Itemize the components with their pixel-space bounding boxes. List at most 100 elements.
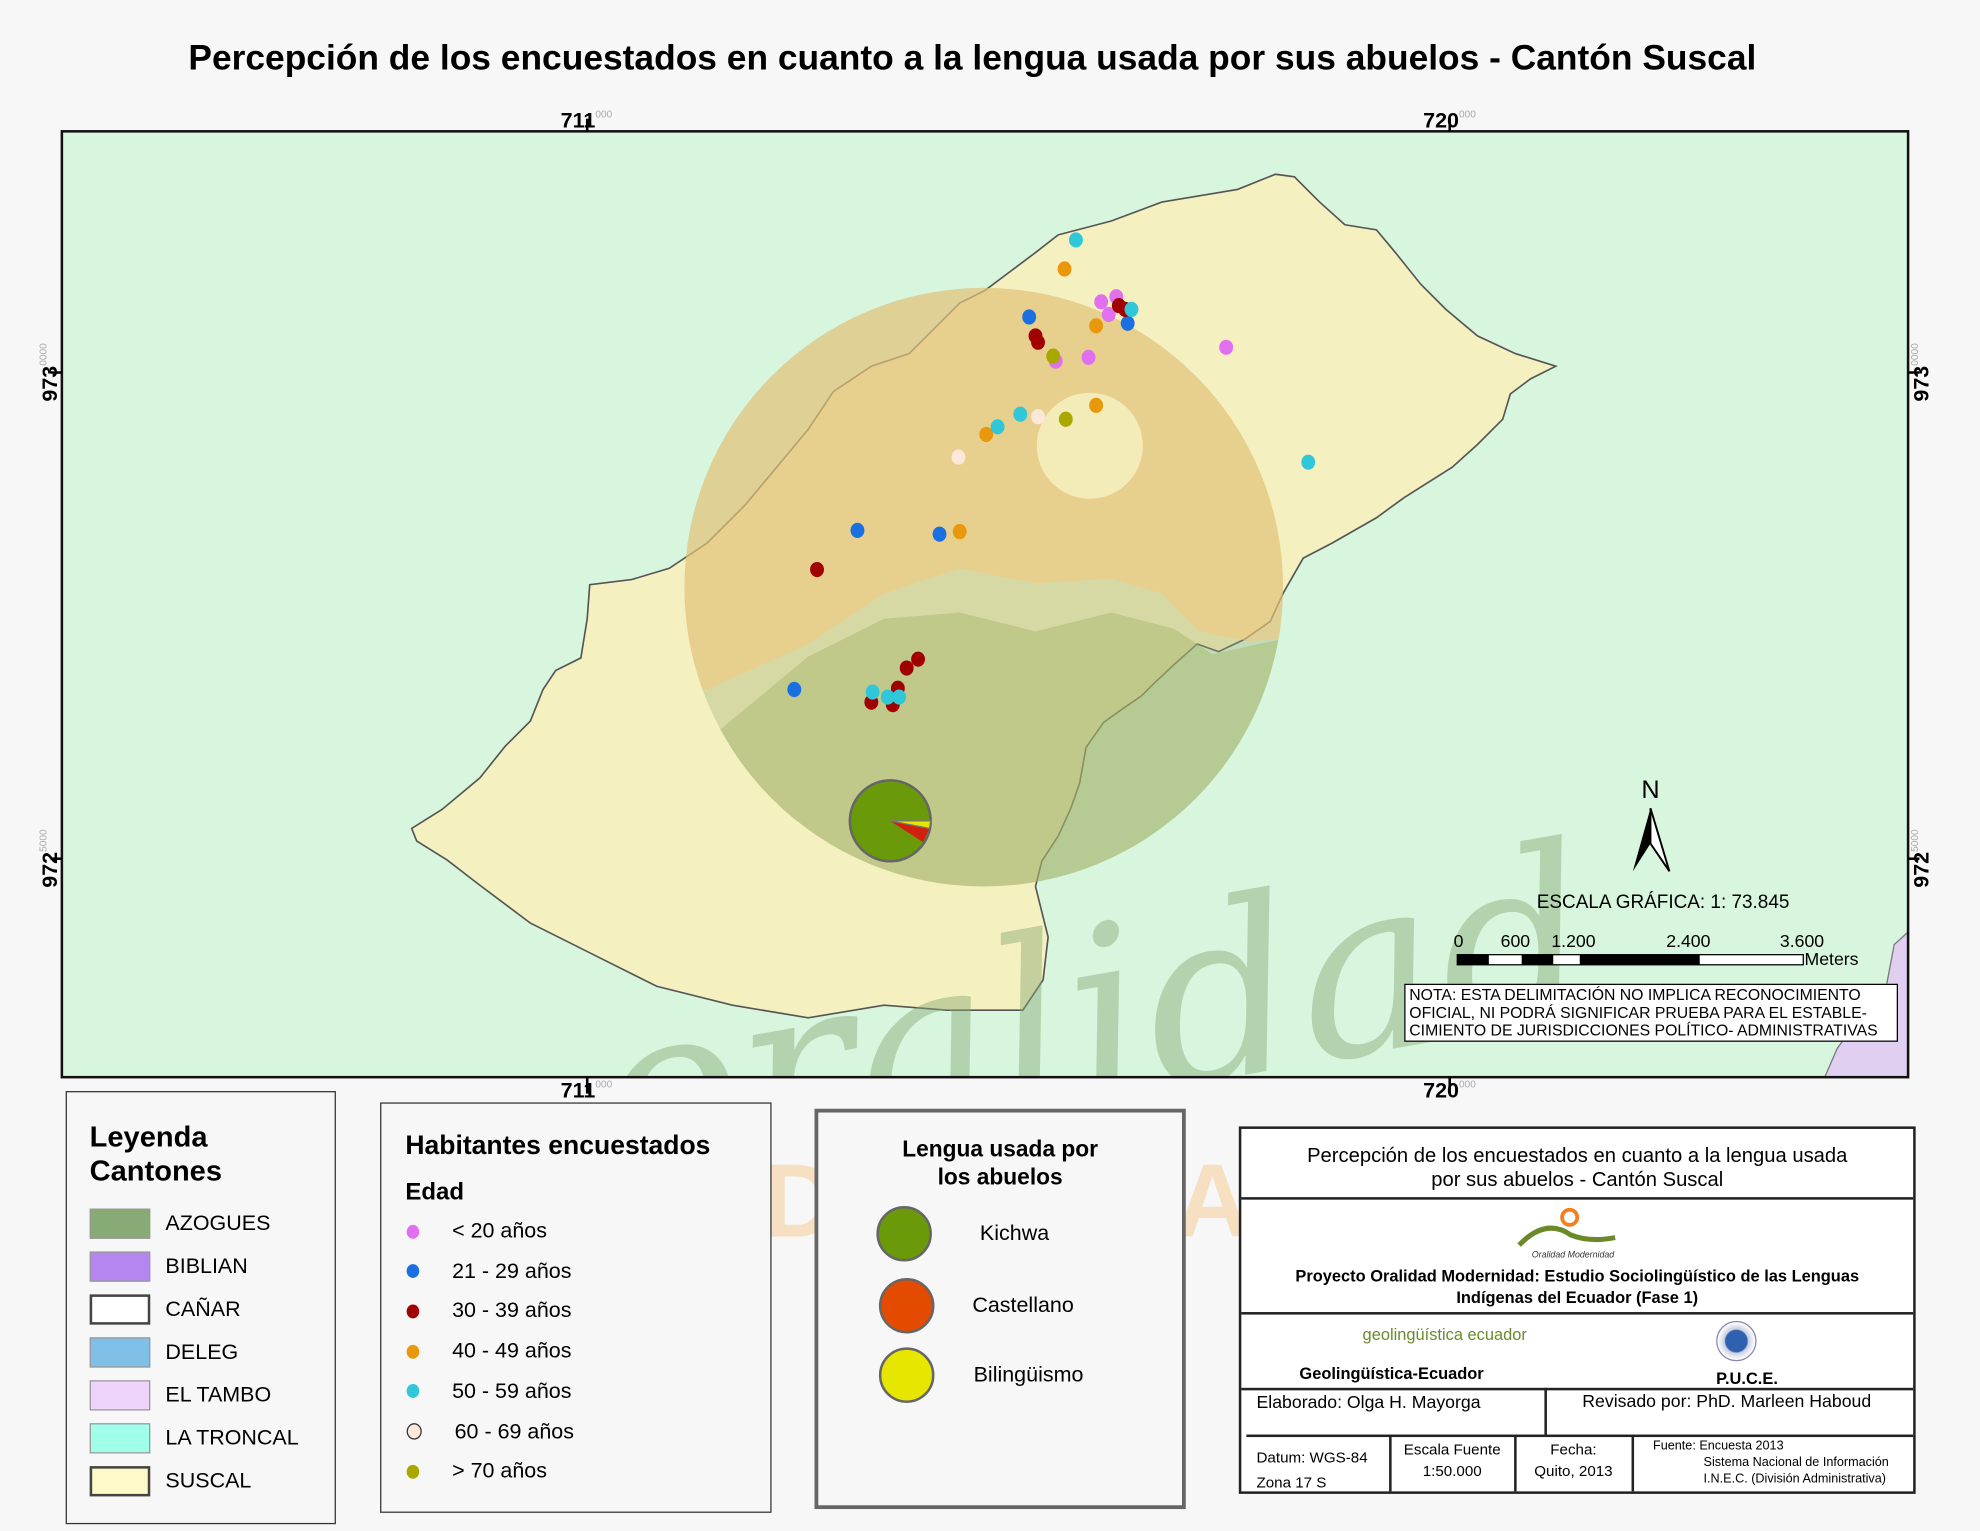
datum: Datum: WGS-84 Zona 17 S	[1256, 1448, 1368, 1492]
canton-swatch	[89, 1294, 151, 1325]
age-dot-icon	[406, 1384, 420, 1399]
survey-point	[911, 651, 926, 667]
pie-slice-castellano	[890, 820, 930, 843]
survey-point	[810, 561, 824, 578]
legend-label: Kichwa	[979, 1221, 1050, 1246]
survey-point	[1031, 409, 1045, 425]
legend-item-age: 30 - 39 años	[381, 1299, 571, 1324]
fuente: Fuente: Encuesta 2013 Sistema Nacional de…	[1653, 1439, 1889, 1487]
legend-item-age: 60 - 69 años	[381, 1419, 574, 1444]
legend-label: SUSCAL	[165, 1468, 252, 1493]
green-zone	[684, 612, 1284, 887]
legend-item-bilinguismo: Bilingüismo	[878, 1347, 1084, 1403]
survey-point	[1120, 315, 1135, 331]
legend-label: EL TAMBO	[165, 1382, 272, 1407]
legend-label: 30 - 39 años	[452, 1298, 572, 1323]
survey-point	[1031, 334, 1045, 350]
canton-swatch	[89, 1466, 151, 1497]
legend-item-canton: SUSCAL	[89, 1466, 252, 1497]
grid-label-y: 9725000	[1909, 829, 1934, 888]
survey-point	[1013, 406, 1028, 422]
scale-text: ESCALA GRÁFICA: 1: 73.845	[1537, 892, 1790, 913]
legend-label: Bilingüismo	[973, 1362, 1084, 1387]
age-dot-icon	[406, 1423, 422, 1440]
canton-swatch	[89, 1380, 151, 1411]
survey-point	[1089, 397, 1104, 413]
survey-point	[1301, 454, 1316, 470]
grid-label-y: 9730000	[1909, 343, 1934, 402]
survey-point	[865, 684, 880, 700]
disclaimer-note: NOTA: ESTA DELIMITACIÓN NO IMPLICA RECON…	[1404, 983, 1898, 1042]
legend-label: 21 - 29 años	[452, 1258, 572, 1283]
legend-item-age: 40 - 49 años	[381, 1339, 571, 1364]
revisado-por: Revisado por: PhD. Marleen Haboud	[1582, 1390, 1872, 1411]
escala-fuente: Escala Fuente 1:50.000	[1403, 1440, 1501, 1481]
legend-label: AZOGUES	[165, 1211, 271, 1236]
legend-cantones: Leyenda Cantones AZOGUES BIBLIAN CAÑAR DELE…	[65, 1091, 336, 1525]
legend-item-age: 50 - 59 años	[381, 1379, 571, 1404]
age-dot-icon	[406, 1264, 420, 1279]
survey-point	[892, 689, 907, 705]
survey-point	[1081, 349, 1096, 365]
legend-label: LA TRONCAL	[165, 1425, 299, 1450]
grid-label-x: 711000	[560, 1078, 613, 1103]
survey-point	[1068, 232, 1083, 248]
north-arrow-icon	[1632, 807, 1671, 872]
legend-item-canton: LA TRONCAL	[89, 1423, 299, 1454]
pie-slice-bilinguismo	[890, 820, 932, 830]
survey-point	[899, 660, 914, 676]
elaborado-por: Elaborado: Olga H. Mayorga	[1256, 1391, 1481, 1412]
project-name: Proyecto Oralidad Modernidad: Estudio So…	[1295, 1266, 1860, 1307]
legend-label: > 70 años	[452, 1458, 547, 1483]
scale-tick: 0	[1454, 931, 1464, 951]
legend-item-kichwa: Kichwa	[876, 1205, 1050, 1262]
canton-swatch	[89, 1208, 151, 1239]
scale-unit: Meters	[1805, 949, 1859, 969]
age-dot-icon	[406, 1304, 420, 1319]
legend-item-age: > 70 años	[381, 1459, 547, 1484]
age-dot-icon	[406, 1344, 420, 1359]
geolinguistica-logo: geolingüística ecuador	[1362, 1324, 1527, 1344]
grid-label-y: 9725000	[37, 829, 62, 888]
legend-label: < 20 años	[452, 1218, 547, 1243]
age-dot-icon	[406, 1464, 420, 1479]
title-block: Percepción de los encuestados en cuanto …	[1238, 1126, 1916, 1494]
survey-point	[1057, 261, 1072, 277]
grid-label-y: 9730000	[37, 343, 62, 402]
legend-title: Cantones	[89, 1154, 222, 1188]
survey-point	[1089, 318, 1104, 334]
suscal-region	[410, 173, 1558, 1019]
oralidad-modernidad-logo: Oralidad Modernidad	[1517, 1207, 1616, 1260]
legend-lengua: Lengua usada por los abuelos Kichwa Caste…	[814, 1108, 1186, 1510]
puce-label: P.U.C.E.	[1716, 1368, 1778, 1388]
title-block-title: Percepción de los encuestados en cuanto …	[1307, 1145, 1848, 1191]
legend-item-canton: AZOGUES	[89, 1208, 271, 1239]
survey-point	[1094, 294, 1109, 310]
map-frame	[60, 130, 1910, 1079]
legend-title: Habitantes encuestados	[405, 1131, 711, 1161]
grid-label-x: 720000	[1423, 1078, 1476, 1103]
legend-title: Leyenda	[89, 1120, 208, 1153]
svg-text:Oralidad Modernidad: Oralidad Modernidad	[1532, 1250, 1616, 1260]
influence-circle	[684, 287, 1284, 887]
legend-label: 50 - 59 años	[452, 1378, 572, 1403]
survey-point	[1022, 309, 1037, 325]
legend-label: Castellano	[972, 1293, 1074, 1318]
castellano-swatch	[878, 1277, 935, 1334]
legend-item-canton: DELEG	[89, 1337, 238, 1368]
grid-label-x: 720000	[1423, 108, 1476, 133]
survey-point	[1219, 339, 1234, 355]
survey-point	[850, 522, 865, 538]
legend-label: BIBLIAN	[165, 1253, 248, 1278]
legend-item-age: 21 - 29 años	[381, 1259, 571, 1284]
grid-label-x: 711000	[560, 108, 613, 133]
fecha: Fecha: Quito, 2013	[1534, 1440, 1613, 1481]
scale-tick: 2.400	[1666, 931, 1710, 951]
grid-ticks	[50, 118, 1920, 1094]
legend-label: 40 - 49 años	[452, 1338, 572, 1363]
geolinguistica-label: Geolingüística-Ecuador	[1299, 1363, 1484, 1383]
survey-point	[952, 524, 967, 540]
age-dot-icon	[406, 1224, 420, 1239]
survey-point	[1124, 301, 1139, 317]
